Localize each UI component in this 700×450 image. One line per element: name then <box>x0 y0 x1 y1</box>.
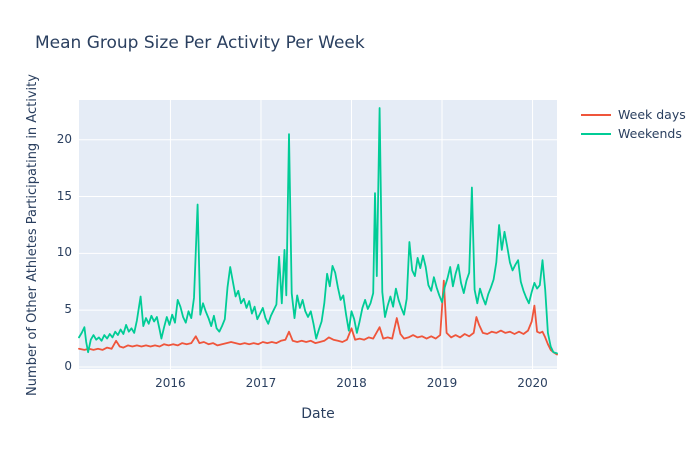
legend-item-weekends[interactable]: Weekends <box>581 124 686 143</box>
x-tick-label: 2016 <box>155 376 186 390</box>
y-tick-label: 10 <box>56 245 72 260</box>
y-tick-label: 5 <box>64 302 72 317</box>
weekends-line-swatch-icon <box>581 132 611 135</box>
series-line-week-days <box>78 279 558 356</box>
legend-label: Weekends <box>618 126 682 141</box>
y-tick-label: 0 <box>64 358 72 373</box>
y-tick-label: 15 <box>56 188 72 203</box>
y-tick-label: 20 <box>56 131 72 146</box>
x-tick-label: 2020 <box>517 376 548 390</box>
series-line-weekends <box>78 107 558 355</box>
plot-background <box>79 100 557 369</box>
x-axis-title: Date <box>301 406 335 422</box>
legend-label: Week days <box>618 107 686 122</box>
legend: Week days Weekends <box>581 105 686 143</box>
x-tick-label: 2019 <box>426 376 458 390</box>
x-tick-label: 2017 <box>245 376 277 390</box>
x-tick-label: 2018 <box>336 376 367 390</box>
week-days-line-swatch-icon <box>581 113 611 116</box>
chart-title: Mean Group Size Per Activity Per Week <box>35 33 365 53</box>
legend-item-week-days[interactable]: Week days <box>581 105 686 124</box>
